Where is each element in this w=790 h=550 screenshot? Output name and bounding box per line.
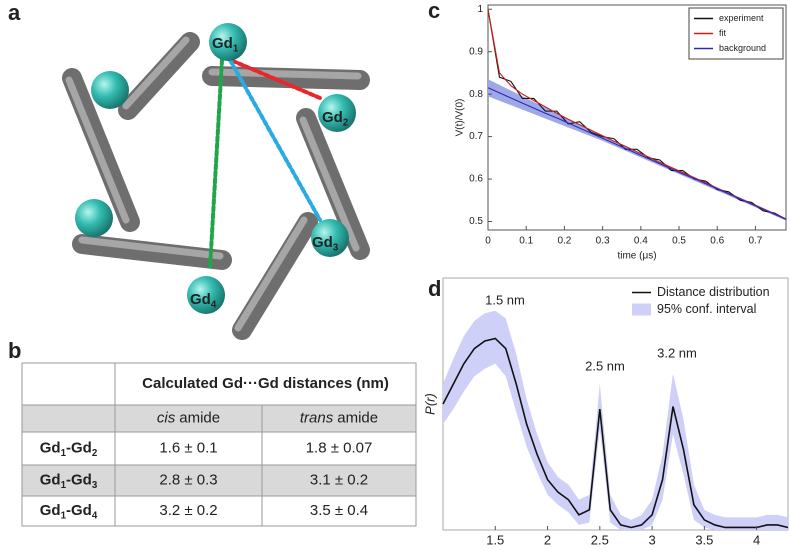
label-part: Gd	[322, 109, 343, 126]
label-part: Gd	[212, 35, 233, 52]
label: Gd2	[322, 109, 349, 128]
y-axis-label: P(r)	[422, 393, 437, 415]
legend-label: fit	[719, 28, 727, 38]
y-tick-label: 0.6	[469, 174, 483, 185]
panel-label: c	[428, 0, 440, 23]
x-tick-label: 2	[544, 532, 551, 547]
label-part: -Gd	[66, 502, 92, 519]
legend-swatch	[632, 303, 651, 316]
subscript: 4	[211, 299, 217, 310]
x-tick-label: 0.2	[557, 236, 571, 247]
label: Gd3	[312, 234, 339, 253]
diagram	[62, 23, 370, 340]
label-part: Gd	[40, 439, 61, 456]
table-cell: 3.1 ± 0.2	[310, 471, 368, 488]
table: Calculated Gd···Gd distances (nm)cis amid…	[21, 362, 417, 527]
table-shade	[22, 405, 416, 432]
confidence-band	[443, 310, 788, 530]
y-tick-label: 0.8	[469, 89, 483, 100]
table-border	[21, 362, 417, 527]
subscript: 1	[61, 480, 67, 491]
x-tick-label: 0.1	[519, 236, 533, 247]
charts: 0 0.1 0.2 0.3 0.4 0.5 0.6 0.7 0.5 0.6 0.7 0.8 0.9 1 ti…	[422, 4, 789, 550]
y-tick-label: 1	[477, 4, 483, 15]
x-tick-label: 1.5	[486, 532, 504, 547]
subscript: 4	[92, 510, 98, 521]
legend-label: 95% conf. interval	[657, 302, 756, 316]
y-tick-label: 0.5	[469, 216, 483, 227]
annotation: 1.5 nm	[485, 292, 525, 307]
table-header: Calculated Gd···Gd distances (nm)	[142, 375, 389, 392]
x-tick-label: 0.4	[634, 236, 648, 247]
annotation: 2.5 nm	[585, 358, 625, 373]
y-axis-label: V(t)/V(0)	[455, 99, 466, 137]
label-part: Gd	[40, 502, 61, 519]
label-part: Gd	[190, 291, 211, 308]
y-tick-label: 0.9	[469, 46, 483, 57]
table-cell: 2.8 ± 0.3	[159, 471, 217, 488]
label-part: amide	[179, 409, 220, 426]
label-part: Gd	[312, 234, 333, 251]
panel-label: a	[8, 0, 21, 25]
emphasis: cis	[157, 409, 176, 426]
label: Gd1-Gd4	[40, 502, 98, 521]
subscript: 1	[233, 43, 239, 54]
x-tick-label: 2.5	[591, 532, 609, 547]
table-subheader: cis amide	[157, 409, 220, 426]
label-part: Gd	[40, 471, 61, 488]
x-tick-label: 0.6	[710, 236, 724, 247]
label: Gd1-Gd2	[40, 439, 98, 458]
label-part: amide	[337, 409, 378, 426]
panel-label: b	[8, 338, 21, 363]
label: Gd1-Gd3	[40, 471, 98, 490]
x-tick-label: 0.5	[672, 236, 686, 247]
x-tick-label: 3.5	[695, 532, 713, 547]
data-line	[442, 337, 789, 529]
x-axis-label: time (μs)	[617, 251, 656, 262]
label: Gd4	[190, 291, 217, 310]
table-cell: 1.8 ± 0.07	[306, 439, 373, 456]
legend-label: experiment	[719, 13, 764, 23]
subscript: 2	[92, 448, 98, 459]
emphasis: trans	[300, 409, 334, 426]
legend-label: Distance distribution	[657, 285, 770, 299]
subscript: 1	[61, 448, 67, 459]
table-shade	[22, 465, 416, 496]
x-tick-label: 4	[753, 532, 760, 547]
table-subheader: trans amide	[300, 409, 378, 426]
legend-label: background	[719, 43, 766, 53]
table-cell: 3.2 ± 0.2	[159, 502, 217, 519]
x-tick-label: 3	[648, 532, 655, 547]
table-cell: 1.6 ± 0.1	[159, 439, 217, 456]
subscript: 3	[92, 480, 98, 491]
panel-label: d	[428, 276, 441, 301]
label-part: -Gd	[66, 439, 92, 456]
x-tick-label: 0.7	[748, 236, 762, 247]
subscript: 1	[61, 510, 67, 521]
x-tick-label: 0.3	[596, 236, 610, 247]
label-part: -Gd	[66, 471, 92, 488]
subscript: 2	[343, 117, 349, 128]
label: Gd1	[212, 35, 239, 54]
y-tick-label: 0.7	[469, 131, 483, 142]
data-line	[487, 87, 787, 220]
subscript: 3	[333, 242, 339, 253]
annotation: 3.2 nm	[657, 345, 697, 360]
table-cell: 3.5 ± 0.4	[310, 502, 368, 519]
x-tick-label: 0	[485, 236, 491, 247]
